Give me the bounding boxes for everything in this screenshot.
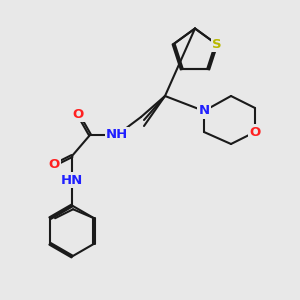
Text: NH: NH: [106, 128, 128, 142]
Text: N: N: [198, 104, 210, 118]
Text: S: S: [212, 38, 221, 50]
Text: O: O: [48, 158, 60, 172]
Text: O: O: [249, 125, 261, 139]
Text: O: O: [72, 107, 84, 121]
Text: HN: HN: [61, 173, 83, 187]
